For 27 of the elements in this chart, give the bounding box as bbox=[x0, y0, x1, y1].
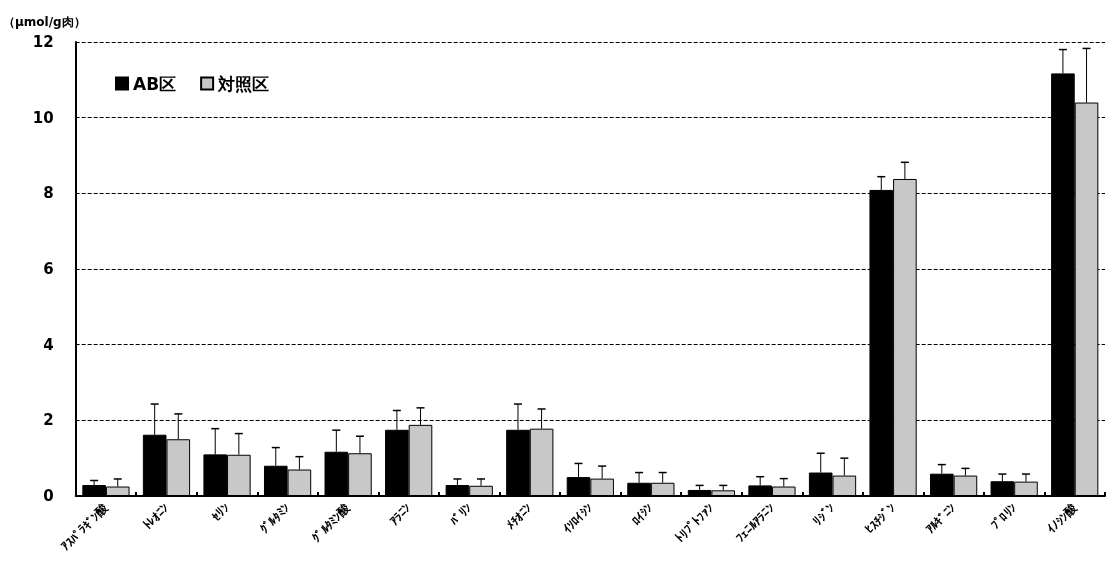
y-tick-label: 2 bbox=[43, 411, 54, 430]
legend-label: AB区 bbox=[133, 73, 177, 94]
y-tick-label: 8 bbox=[43, 184, 54, 203]
x-tick-label: ﾒﾁｵﾆﾝ bbox=[503, 501, 535, 533]
x-tick-label: ｲｿﾛｲｼﾝ bbox=[559, 501, 596, 537]
x-tick-label: ｲﾉｼﾝ酸 bbox=[1044, 500, 1081, 537]
x-tick-label: ﾋｽﾁｼﾞﾝ bbox=[862, 501, 899, 537]
x-tick-label: ﾄﾚｵﾆﾝ bbox=[140, 501, 172, 533]
x-tick-label: ｱﾙｷﾞﾆﾝ bbox=[923, 501, 959, 537]
x-tick-label: ｱﾗﾆﾝ bbox=[386, 501, 414, 528]
x-tick-label: ﾌﾟﾛﾘﾝ bbox=[988, 501, 1020, 533]
x-tick-label: ﾊﾞﾘﾝ bbox=[447, 501, 475, 528]
x-tick-label: ﾘｼﾞﾝ bbox=[810, 501, 838, 528]
y-tick-label: 10 bbox=[32, 108, 54, 127]
x-tick-label: ｱｽﾊﾟﾗｷﾞﾝ酸 bbox=[58, 500, 112, 554]
x-tick-label: ﾄﾘﾌﾟﾄﾌｧﾝ bbox=[672, 501, 717, 545]
y-tick-label: 0 bbox=[43, 487, 54, 505]
x-tick-label: ｸﾞﾙﾀﾐﾝ bbox=[257, 501, 293, 537]
y-axis-title: （μmol/g肉） bbox=[2, 15, 86, 29]
x-tick-label: ｸﾞﾙﾀﾐﾝ酸 bbox=[309, 500, 354, 545]
x-tick-label: ﾛｲｼﾝ bbox=[628, 501, 656, 528]
x-tick-label: ｾﾘﾝ bbox=[209, 501, 232, 524]
y-tick-label: 4 bbox=[43, 335, 54, 354]
y-tick-label: 6 bbox=[43, 260, 54, 278]
y-tick-label: 12 bbox=[32, 33, 54, 51]
x-tick-label: ﾌｪﾆﾙｱﾗﾆﾝ bbox=[733, 501, 777, 545]
legend-label: 対照区 bbox=[217, 73, 270, 94]
